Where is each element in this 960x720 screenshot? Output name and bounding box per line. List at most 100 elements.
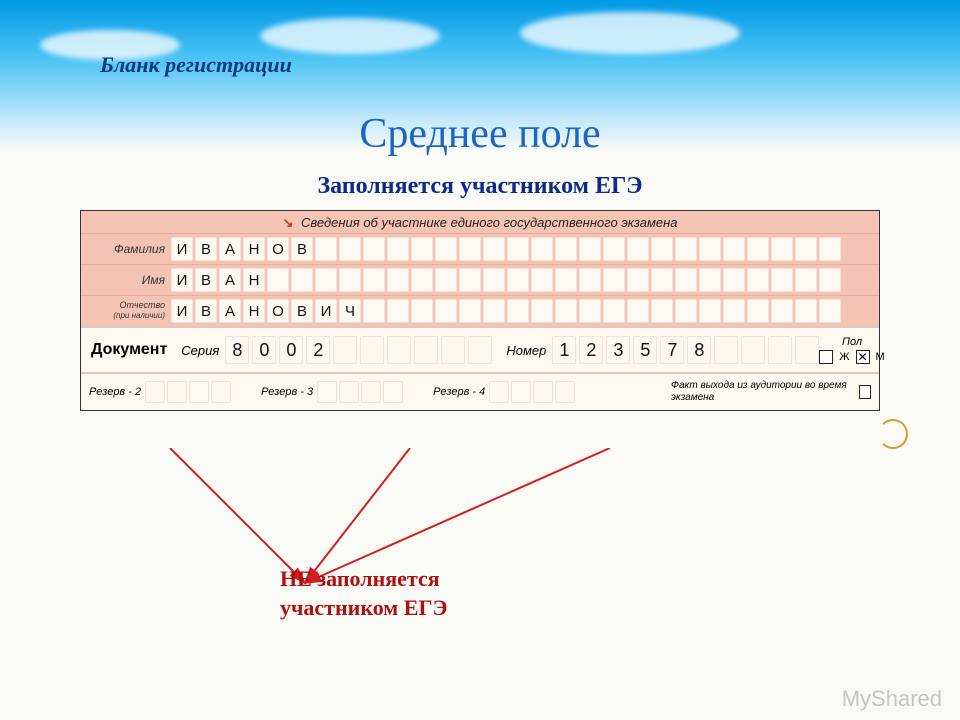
input-cell[interactable] xyxy=(675,268,697,292)
input-cell[interactable]: 8 xyxy=(687,336,711,364)
input-cell[interactable] xyxy=(651,299,673,323)
input-cell[interactable] xyxy=(315,237,337,261)
input-cell[interactable]: О xyxy=(267,237,289,261)
input-cell[interactable] xyxy=(699,299,721,323)
input-cell[interactable] xyxy=(723,268,745,292)
input-cell[interactable] xyxy=(383,381,403,403)
input-cell[interactable] xyxy=(339,268,361,292)
input-cell[interactable]: И xyxy=(171,268,193,292)
cells-name[interactable]: ИВАН xyxy=(171,268,871,292)
input-cell[interactable]: В xyxy=(291,299,313,323)
input-cell[interactable] xyxy=(533,381,553,403)
input-cell[interactable]: 0 xyxy=(279,336,303,364)
input-cell[interactable] xyxy=(603,268,625,292)
input-cell[interactable] xyxy=(411,299,433,323)
input-cell[interactable]: И xyxy=(171,299,193,323)
input-cell[interactable]: А xyxy=(219,268,241,292)
cells-patronymic[interactable]: ИВАНОВИЧ xyxy=(171,299,871,323)
input-cell[interactable]: 0 xyxy=(252,336,276,364)
input-cell[interactable]: Н xyxy=(243,268,265,292)
input-cell[interactable] xyxy=(387,336,411,364)
input-cell[interactable] xyxy=(507,268,529,292)
input-cell[interactable] xyxy=(459,299,481,323)
input-cell[interactable]: В xyxy=(195,268,217,292)
input-cell[interactable] xyxy=(483,299,505,323)
input-cell[interactable] xyxy=(333,336,357,364)
input-cell[interactable] xyxy=(771,299,793,323)
input-cell[interactable] xyxy=(723,237,745,261)
input-cell[interactable] xyxy=(291,268,313,292)
input-cell[interactable] xyxy=(507,299,529,323)
input-cell[interactable] xyxy=(339,237,361,261)
cells-surname[interactable]: ИВАНОВ xyxy=(171,237,871,261)
input-cell[interactable] xyxy=(317,381,337,403)
checkbox-exit[interactable] xyxy=(859,385,871,399)
input-cell[interactable]: 8 xyxy=(225,336,249,364)
input-cell[interactable] xyxy=(795,268,817,292)
input-cell[interactable] xyxy=(435,299,457,323)
input-cell[interactable] xyxy=(699,237,721,261)
input-cell[interactable] xyxy=(699,268,721,292)
cells-number[interactable]: 123578 xyxy=(552,336,819,364)
input-cell[interactable] xyxy=(675,237,697,261)
checkbox-gender-m[interactable]: ✕ xyxy=(856,350,870,364)
input-cell[interactable] xyxy=(819,237,841,261)
input-cell[interactable] xyxy=(603,237,625,261)
input-cell[interactable]: 2 xyxy=(306,336,330,364)
input-cell[interactable]: 5 xyxy=(633,336,657,364)
input-cell[interactable] xyxy=(459,237,481,261)
input-cell[interactable] xyxy=(747,299,769,323)
input-cell[interactable] xyxy=(315,268,337,292)
input-cell[interactable] xyxy=(189,381,209,403)
input-cell[interactable]: 3 xyxy=(606,336,630,364)
input-cell[interactable] xyxy=(387,237,409,261)
input-cell[interactable] xyxy=(435,268,457,292)
input-cell[interactable] xyxy=(167,381,187,403)
input-cell[interactable]: Ч xyxy=(339,299,361,323)
input-cell[interactable] xyxy=(441,336,465,364)
input-cell[interactable] xyxy=(723,299,745,323)
input-cell[interactable] xyxy=(555,268,577,292)
input-cell[interactable]: В xyxy=(291,237,313,261)
input-cell[interactable] xyxy=(531,268,553,292)
input-cell[interactable] xyxy=(339,381,359,403)
input-cell[interactable]: Н xyxy=(243,299,265,323)
input-cell[interactable] xyxy=(511,381,531,403)
input-cell[interactable] xyxy=(483,268,505,292)
input-cell[interactable]: И xyxy=(171,237,193,261)
input-cell[interactable] xyxy=(411,268,433,292)
input-cell[interactable] xyxy=(387,268,409,292)
input-cell[interactable] xyxy=(771,237,793,261)
input-cell[interactable] xyxy=(555,381,575,403)
cells-reserve-2[interactable] xyxy=(145,381,231,403)
input-cell[interactable] xyxy=(819,299,841,323)
input-cell[interactable] xyxy=(267,268,289,292)
input-cell[interactable] xyxy=(651,268,673,292)
input-cell[interactable]: О xyxy=(267,299,289,323)
input-cell[interactable] xyxy=(714,336,738,364)
input-cell[interactable] xyxy=(579,237,601,261)
input-cell[interactable] xyxy=(795,299,817,323)
input-cell[interactable] xyxy=(795,336,819,364)
input-cell[interactable] xyxy=(414,336,438,364)
input-cell[interactable] xyxy=(361,381,381,403)
input-cell[interactable]: А xyxy=(219,299,241,323)
input-cell[interactable] xyxy=(363,268,385,292)
input-cell[interactable] xyxy=(468,336,492,364)
input-cell[interactable] xyxy=(507,237,529,261)
input-cell[interactable] xyxy=(387,299,409,323)
input-cell[interactable]: В xyxy=(195,237,217,261)
input-cell[interactable]: И xyxy=(315,299,337,323)
input-cell[interactable] xyxy=(489,381,509,403)
input-cell[interactable] xyxy=(579,268,601,292)
input-cell[interactable] xyxy=(531,237,553,261)
input-cell[interactable] xyxy=(531,299,553,323)
input-cell[interactable] xyxy=(435,237,457,261)
input-cell[interactable] xyxy=(411,237,433,261)
input-cell[interactable]: 7 xyxy=(660,336,684,364)
input-cell[interactable] xyxy=(363,299,385,323)
input-cell[interactable]: Н xyxy=(243,237,265,261)
input-cell[interactable]: А xyxy=(219,237,241,261)
input-cell[interactable] xyxy=(627,237,649,261)
input-cell[interactable] xyxy=(483,237,505,261)
